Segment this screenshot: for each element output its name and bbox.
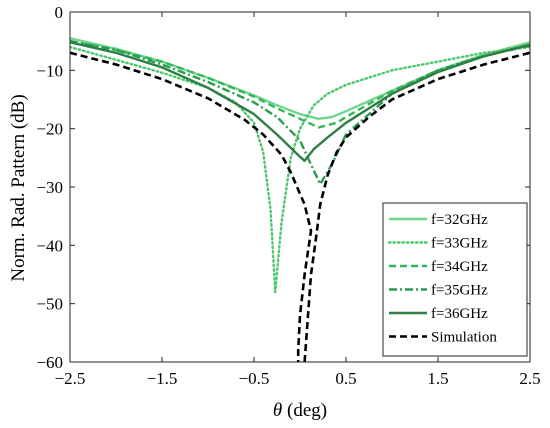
y-tick-label: −40 (36, 236, 63, 255)
y-tick-label: −20 (36, 120, 63, 139)
y-tick-label: 0 (55, 3, 64, 22)
x-tick-label: −2.5 (55, 369, 86, 388)
x-tick-label: 0.5 (335, 369, 356, 388)
legend-label: f=34GHz (431, 259, 488, 275)
series-line-f-34ghz (70, 40, 530, 129)
series-line-f-36ghz (70, 41, 530, 162)
y-tick-label: −30 (36, 178, 63, 197)
legend-box (382, 202, 528, 357)
x-tick-label: −0.5 (239, 369, 270, 388)
y-axis-title: Norm. Rad. Pattern (dB) (8, 94, 29, 281)
x-axis-title: θ (deg) (273, 400, 327, 421)
x-tick-label: 1.5 (427, 369, 448, 388)
legend-label: f=32GHz (431, 212, 488, 228)
legend-label: Simulation (431, 330, 497, 346)
series-line-simulation (70, 51, 313, 362)
legend-label: f=36GHz (431, 306, 488, 322)
y-tick-label: −10 (36, 61, 63, 80)
legend: f=32GHz f=33GHz f=34GHz f=35GHz f=36GHz Simul… (382, 202, 528, 357)
x-tick-label: 2.5 (519, 369, 540, 388)
x-axis-unit: (deg) (282, 400, 327, 421)
y-tick-label: −60 (36, 353, 63, 372)
x-tick-label: −1.5 (147, 369, 178, 388)
legend-label: f=35GHz (431, 283, 488, 299)
series-line-simulation-rise (303, 51, 530, 362)
series-layer (70, 37, 530, 362)
y-tick-label: −50 (36, 295, 63, 314)
x-axis-symbol: θ (273, 400, 282, 421)
legend-label: f=33GHz (431, 236, 488, 252)
axes-layer: −2.5 −1.5 −0.5 0.5 1.5 2.5 0 −10 −20 −30 −40 −50 −60 (36, 3, 540, 388)
